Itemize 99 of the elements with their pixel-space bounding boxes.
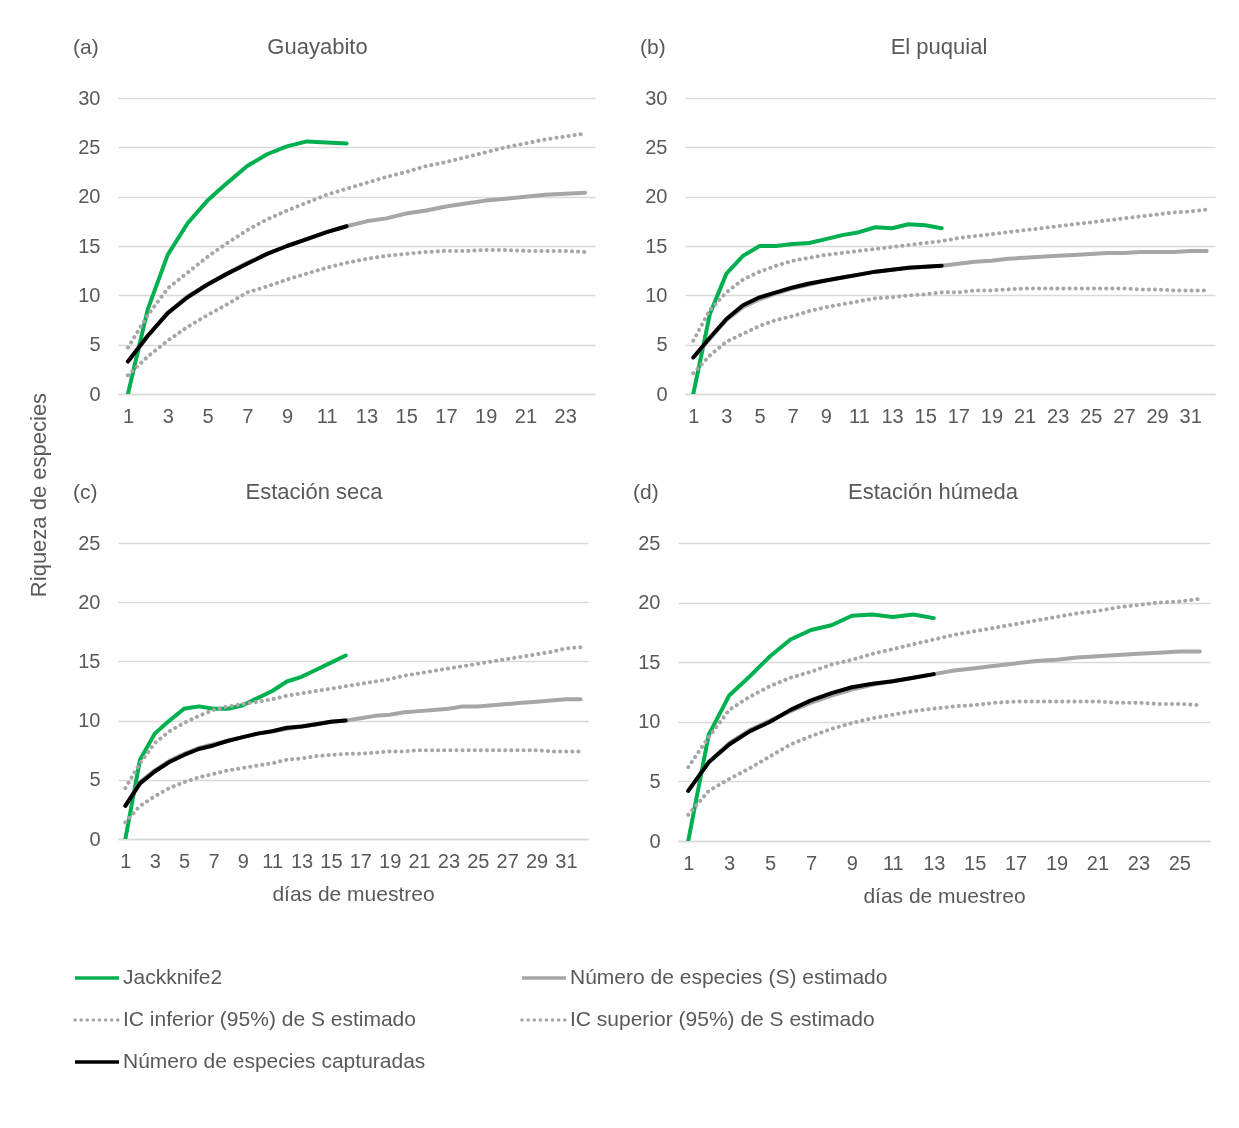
x-tick-label: 21 xyxy=(514,404,538,427)
y-tick-label: 10 xyxy=(638,710,661,733)
x-tick-label: 7 xyxy=(805,851,818,874)
x-tick-label: 17 xyxy=(435,404,458,427)
chart-title: Estación seca xyxy=(245,479,384,504)
x-tick-label: 9 xyxy=(237,849,249,872)
x-tick-label: 19 xyxy=(379,849,402,872)
x-tick-label: 19 xyxy=(475,404,498,427)
legend-label: Número de especies capturadas xyxy=(123,1049,426,1072)
x-tick-label: 7 xyxy=(242,404,254,427)
x-tick-label: 17 xyxy=(349,849,372,872)
x-tick-label: 25 xyxy=(1080,404,1103,427)
chart-title: El puquial xyxy=(890,34,988,59)
x-tick-label: 31 xyxy=(555,849,578,872)
y-tick-label: 25 xyxy=(645,135,668,158)
y-tick-label: 0 xyxy=(89,827,101,850)
x-tick-label: 1 xyxy=(120,849,132,872)
x-tick-label: 13 xyxy=(923,851,946,874)
legend-label: Número de especies (S) estimado xyxy=(570,965,888,988)
x-axis-title: días de muestreo xyxy=(863,883,1026,907)
text: (a) xyxy=(73,35,99,58)
y-tick-label: 20 xyxy=(78,185,101,208)
y-tick-label: 10 xyxy=(645,283,668,306)
x-tick-label: 11 xyxy=(262,849,284,872)
y-tick-label: 0 xyxy=(649,829,661,852)
x-tick-label: 3 xyxy=(149,849,161,872)
x-tick-label: 13 xyxy=(355,404,379,427)
x-tick-label: 11 xyxy=(849,404,870,427)
y-tick-label: 25 xyxy=(78,531,101,554)
x-tick-label: 9 xyxy=(846,851,858,874)
x-tick-label: 19 xyxy=(1045,851,1069,874)
x-tick-label: 15 xyxy=(395,404,418,427)
y-axis-title: Riqueza de especies xyxy=(26,392,51,598)
x-tick-label: 11 xyxy=(882,851,904,874)
x-tick-label: 5 xyxy=(754,404,766,427)
x-tick-label: 3 xyxy=(162,404,174,427)
y-tick-label: 15 xyxy=(645,234,668,257)
y-tick-label: 5 xyxy=(649,769,661,792)
x-tick-label: 15 xyxy=(914,404,937,427)
x-tick-label: 21 xyxy=(1013,404,1037,427)
x-tick-label: 25 xyxy=(467,849,490,872)
x-tick-label: 13 xyxy=(881,404,904,427)
y-tick-label: 20 xyxy=(645,185,668,208)
y-tick-label: 10 xyxy=(78,709,101,732)
y-tick-label: 15 xyxy=(78,649,101,672)
legend-label: IC inferior (95%) de S estimado xyxy=(123,1007,416,1030)
y-tick-label: 5 xyxy=(89,768,101,791)
y-tick-label: 15 xyxy=(638,650,661,673)
x-tick-label: 1 xyxy=(688,404,700,427)
x-tick-label: 27 xyxy=(1113,404,1136,427)
x-tick-label: 23 xyxy=(1047,404,1070,427)
y-tick-label: 10 xyxy=(78,283,101,306)
x-tick-label: 23 xyxy=(437,849,461,872)
x-tick-label: 3 xyxy=(724,851,736,874)
y-tick-label: 5 xyxy=(89,333,101,356)
text: (b) xyxy=(640,35,666,58)
x-tick-label: 29 xyxy=(1146,404,1169,427)
x-tick-label: 15 xyxy=(964,851,987,874)
chart-title: Estación húmeda xyxy=(848,479,1019,504)
x-tick-label: 1 xyxy=(122,404,134,427)
y-tick-label: 30 xyxy=(78,86,101,109)
x-tick-label: 7 xyxy=(208,849,220,872)
x-tick-label: 27 xyxy=(496,849,519,872)
y-tick-label: 20 xyxy=(638,591,661,614)
y-tick-label: 20 xyxy=(78,590,101,613)
x-tick-label: 19 xyxy=(980,404,1004,427)
legend-label: Jackknife2 xyxy=(123,965,223,988)
x-tick-label: 13 xyxy=(290,849,314,872)
x-tick-label: 21 xyxy=(408,849,431,872)
x-tick-label: 23 xyxy=(1127,851,1151,874)
x-tick-label: 21 xyxy=(1086,851,1110,874)
x-tick-label: 1 xyxy=(683,851,695,874)
y-tick-label: 0 xyxy=(656,382,668,405)
x-axis-title: días de muestreo xyxy=(272,881,435,905)
legend-label: IC superior (95%) de S estimado xyxy=(570,1007,875,1030)
x-tick-label: 7 xyxy=(787,404,799,427)
y-tick-label: 25 xyxy=(78,135,101,158)
x-tick-label: 11 xyxy=(316,404,338,427)
y-tick-label: 0 xyxy=(89,382,101,405)
x-tick-label: 25 xyxy=(1168,851,1191,874)
x-tick-label: 15 xyxy=(320,849,343,872)
x-tick-label: 31 xyxy=(1179,404,1202,427)
x-tick-label: 23 xyxy=(554,404,577,427)
x-tick-label: 5 xyxy=(179,849,191,872)
x-tick-label: 9 xyxy=(820,404,832,427)
text: (d) xyxy=(633,480,659,503)
chart-title: Guayabito xyxy=(267,34,368,59)
x-tick-label: 3 xyxy=(721,404,733,427)
x-tick-label: 17 xyxy=(947,404,970,427)
x-tick-label: 5 xyxy=(765,851,777,874)
x-tick-label: 29 xyxy=(525,849,549,872)
y-tick-label: 30 xyxy=(645,86,668,109)
text: (c) xyxy=(73,480,98,503)
y-tick-label: 5 xyxy=(656,333,668,356)
x-tick-label: 9 xyxy=(281,404,293,427)
x-tick-label: 17 xyxy=(1004,851,1028,874)
y-tick-label: 15 xyxy=(78,234,101,257)
y-tick-label: 25 xyxy=(638,531,661,554)
x-tick-label: 5 xyxy=(202,404,214,427)
